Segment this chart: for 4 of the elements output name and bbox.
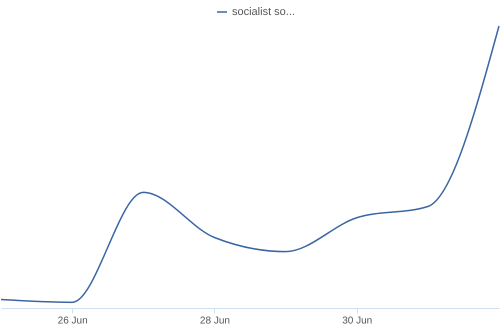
x-tick-label: 28 Jun bbox=[200, 316, 230, 326]
legend-label: socialist so... bbox=[232, 6, 295, 18]
x-tick-label: 26 Jun bbox=[58, 316, 88, 326]
x-tick-label: 30 Jun bbox=[342, 316, 372, 326]
